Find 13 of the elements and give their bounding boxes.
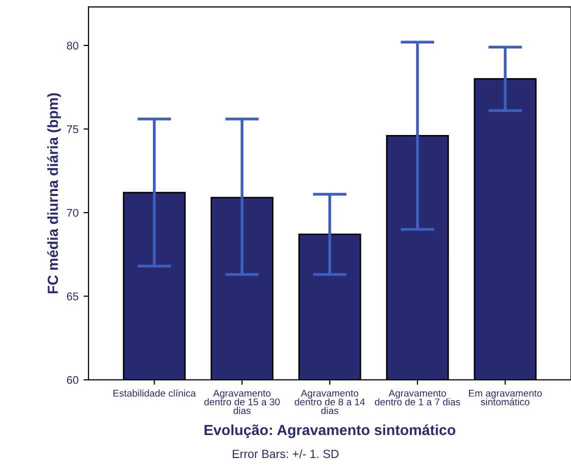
y-tick-label: 60 — [66, 376, 78, 384]
text: Error Bars: +/- 1. SD — [232, 449, 339, 458]
x-tick-label: Agravamento dentro de 1 a 7 dias — [374, 390, 460, 406]
x-tick-label: Agravamento dentro de 15 a 30 dias — [204, 390, 280, 414]
y-tick-label: 80 — [66, 42, 78, 50]
y-tick-label: 70 — [66, 208, 78, 217]
x-tick-label: Agravamento dentro de 8 a 14 dias — [294, 390, 365, 414]
y-axis-title: FC média diurna diária (bpm) — [47, 93, 61, 294]
x-tick-label: Estabilidade clínica — [113, 389, 196, 397]
y-tick-label: 65 — [66, 292, 78, 300]
y-tick-label: 75 — [66, 125, 78, 134]
x-axis-title: Evolução: Agravamento sintomático — [204, 424, 456, 438]
x-tick-label: Em agravamento sintomático — [468, 390, 542, 406]
